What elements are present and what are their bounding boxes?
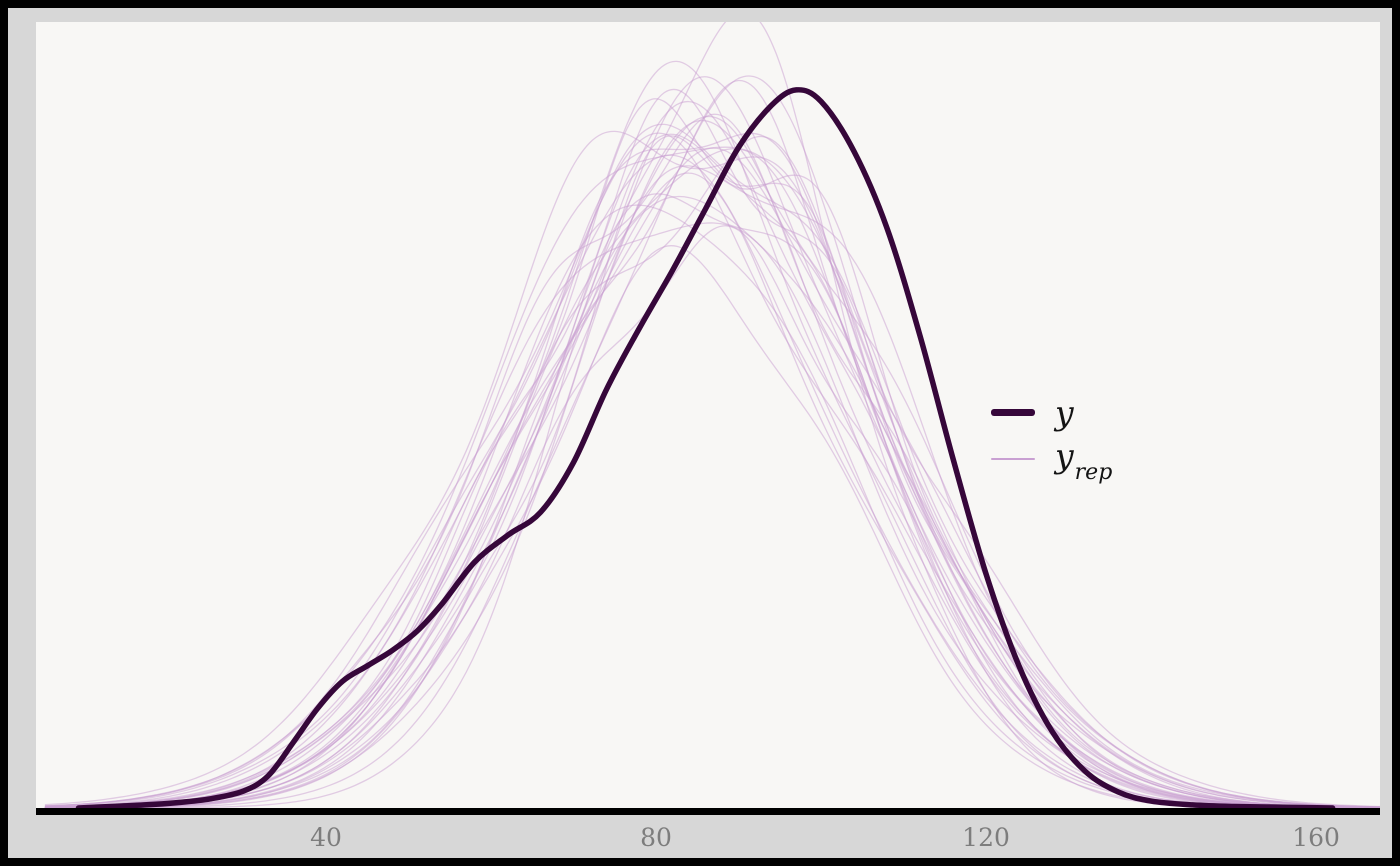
density-curve-yrep <box>44 130 1380 808</box>
density-curve-yrep <box>44 22 1380 809</box>
density-curve-yrep <box>44 75 1380 809</box>
density-curve-yrep <box>44 119 1380 809</box>
density-curve-yrep <box>44 193 1380 809</box>
density-curve-yrep <box>44 245 1380 809</box>
density-curve-yrep <box>44 132 1380 809</box>
density-curve-yrep <box>44 146 1380 808</box>
x-tick-label: 120 <box>962 823 1010 852</box>
legend: y yrep <box>991 396 1113 485</box>
legend-label-yrep: yrep <box>1055 436 1113 485</box>
x-tick-label: 160 <box>1292 823 1340 852</box>
legend-item-y: y <box>991 396 1111 429</box>
density-curve-yrep <box>44 132 1380 809</box>
density-curve-yrep <box>44 135 1380 808</box>
density-curve-yrep <box>44 133 1380 809</box>
density-curve-yrep <box>44 148 1380 809</box>
x-tick-label: 80 <box>640 823 672 852</box>
density-curve-yrep <box>44 225 1380 809</box>
density-curve-yrep <box>44 172 1380 809</box>
density-curve-yrep <box>44 154 1380 809</box>
density-curve-yrep <box>44 222 1380 809</box>
density-plot-svg <box>36 22 1380 815</box>
density-curve-yrep <box>44 195 1380 809</box>
density-curve-yrep <box>44 135 1380 809</box>
density-curve-yrep <box>44 113 1380 808</box>
x-axis-line <box>36 808 1380 815</box>
x-axis: 40 80 120 160 <box>36 815 1380 866</box>
density-curve-y <box>75 87 1336 811</box>
density-curve-yrep <box>44 115 1380 809</box>
density-curve-yrep <box>44 147 1380 808</box>
density-curves-yrep <box>44 22 1380 809</box>
density-curve-yrep <box>44 123 1380 808</box>
legend-line-y <box>991 409 1035 416</box>
density-curve-yrep <box>44 204 1380 809</box>
x-tick-label: 40 <box>310 823 342 852</box>
legend-line-yrep <box>991 458 1035 461</box>
density-curve-yrep <box>44 98 1380 809</box>
plot-margin: 40 80 120 160 y yrep <box>8 8 1392 858</box>
plot-panel <box>36 22 1380 815</box>
legend-item-yrep: yrep <box>991 436 1113 485</box>
legend-label-y: y <box>1055 393 1074 432</box>
density-curve-yrep <box>44 165 1380 809</box>
